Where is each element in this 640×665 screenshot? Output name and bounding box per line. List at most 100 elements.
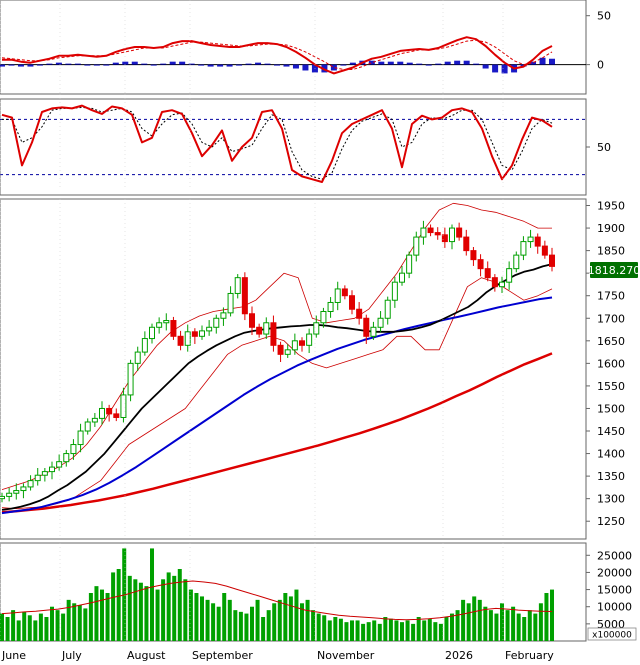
macd-histogram-bar bbox=[492, 64, 499, 73]
candle-body bbox=[241, 277, 248, 315]
macd-panel-frame bbox=[0, 0, 587, 95]
candle-body bbox=[441, 234, 448, 243]
candle-body bbox=[99, 407, 105, 419]
volume-bar bbox=[394, 620, 399, 641]
candle-body bbox=[91, 417, 98, 423]
price-axis-tick-label: 1950 bbox=[597, 200, 625, 213]
candle-body bbox=[113, 413, 120, 418]
candle-body bbox=[420, 227, 427, 238]
macd-histogram-bar bbox=[112, 62, 119, 65]
macd-histogram-bar bbox=[103, 64, 110, 66]
macd-histogram-bar bbox=[36, 64, 43, 66]
volume-bar bbox=[177, 569, 182, 641]
volume-bar bbox=[94, 586, 99, 641]
candle-body bbox=[491, 277, 498, 288]
macd-histogram-bar bbox=[397, 61, 404, 65]
candle-body bbox=[270, 322, 277, 346]
macd-histogram-bar bbox=[473, 63, 480, 65]
macd-histogram-bar bbox=[0, 64, 5, 67]
candle-body bbox=[163, 320, 170, 324]
volume-bar bbox=[272, 603, 277, 641]
candle-body bbox=[213, 317, 220, 328]
volume-bar bbox=[350, 620, 354, 641]
macd-histogram-bar bbox=[378, 61, 385, 65]
x-axis-label: July bbox=[61, 649, 82, 662]
candle-body bbox=[384, 299, 391, 319]
volume-bar bbox=[411, 623, 416, 641]
volume-bar bbox=[500, 603, 504, 641]
volume-bar bbox=[50, 606, 54, 641]
candle-body bbox=[149, 326, 155, 340]
last-price-tag: 1818.270 bbox=[588, 262, 640, 278]
macd-histogram-bar bbox=[93, 64, 100, 66]
macd-histogram-bar bbox=[482, 64, 489, 69]
volume-unit-badge: x100000 bbox=[587, 627, 637, 641]
volume-bar bbox=[83, 608, 88, 641]
volume-bar bbox=[133, 579, 138, 641]
candle-body bbox=[141, 338, 148, 353]
moving-average-long-line bbox=[1, 352, 553, 514]
volume-bar bbox=[255, 599, 260, 641]
candle-body bbox=[220, 312, 227, 319]
volume-axis-tick-label: 10000 bbox=[597, 601, 632, 614]
macd-histogram-bar bbox=[65, 63, 72, 65]
candle-body bbox=[413, 236, 420, 256]
volume-bar bbox=[416, 617, 421, 641]
candle-body bbox=[427, 227, 434, 234]
macd-line bbox=[2, 36, 553, 75]
x-axis-label: 2026 bbox=[445, 649, 473, 662]
volume-bar bbox=[522, 617, 527, 641]
macd-histogram-bar bbox=[46, 63, 53, 65]
candle-body bbox=[70, 444, 77, 455]
macd-histogram-bar bbox=[435, 63, 442, 65]
volume-bar bbox=[427, 618, 432, 641]
candle-body bbox=[341, 288, 348, 297]
volume-bar bbox=[205, 599, 210, 641]
macd-histogram-bar bbox=[131, 61, 138, 65]
volume-bar bbox=[38, 613, 43, 641]
volume-bar bbox=[488, 610, 493, 641]
volume-bar bbox=[372, 620, 377, 641]
price-axis-tick-label: 1700 bbox=[597, 312, 625, 325]
candle-body bbox=[334, 288, 341, 303]
candle-body bbox=[6, 492, 13, 497]
stochastic-panel: 50 bbox=[0, 104, 611, 183]
candle-body bbox=[463, 236, 470, 252]
candle-body bbox=[306, 333, 313, 346]
volume-bar bbox=[155, 589, 160, 641]
macd-histogram-bar bbox=[292, 64, 299, 69]
price-axis-tick-label: 1250 bbox=[597, 515, 625, 528]
volume-bar bbox=[227, 599, 232, 641]
moving-average-short-line bbox=[1, 263, 553, 511]
volume-axis-tick-label: 20000 bbox=[597, 566, 632, 579]
price-axis-tick-label: 1300 bbox=[597, 493, 625, 506]
candle-body bbox=[199, 330, 205, 337]
macd-histogram-bar bbox=[207, 64, 214, 67]
candle-body bbox=[506, 268, 513, 283]
volume-bar bbox=[111, 572, 116, 641]
volume-bar bbox=[405, 620, 410, 641]
price-axis-tick-label: 1900 bbox=[597, 222, 625, 235]
candle-body bbox=[49, 466, 55, 473]
volume-bar bbox=[277, 599, 282, 641]
volume-bar bbox=[72, 603, 77, 641]
candle-body bbox=[513, 254, 520, 270]
candle-body bbox=[527, 236, 534, 243]
candle-body bbox=[13, 490, 20, 494]
macd-histogram-bar bbox=[55, 62, 62, 65]
volume-bar bbox=[200, 596, 204, 641]
volume-panel-frame bbox=[0, 542, 587, 642]
candle-body bbox=[106, 407, 113, 415]
volume-bar bbox=[127, 575, 132, 641]
volume-bar bbox=[44, 617, 49, 641]
volume-bar bbox=[211, 603, 216, 641]
macd-histogram-bar bbox=[255, 62, 262, 65]
macd-histogram-bar bbox=[179, 61, 186, 65]
volume-bar bbox=[250, 606, 254, 641]
volume-bar bbox=[433, 622, 438, 641]
candle-body bbox=[320, 310, 327, 324]
macd-histogram-bar bbox=[27, 64, 34, 67]
volume-bar bbox=[105, 593, 110, 641]
macd-histogram-bar bbox=[8, 64, 15, 66]
price-panel-frame bbox=[0, 198, 587, 540]
